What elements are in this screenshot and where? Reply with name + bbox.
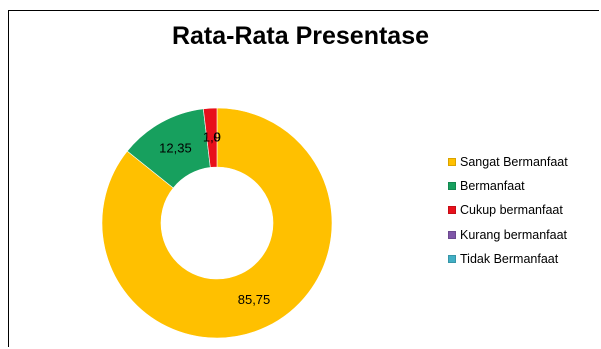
chart-title: Rata-Rata Presentase: [171, 22, 430, 50]
data-label-cukup-bermanfaat: 1,9: [203, 130, 221, 145]
legend-swatch: [448, 206, 456, 215]
legend-item-bermanfaat: Bermanfaat: [448, 174, 568, 198]
legend-item-cukup-bermanfaat: Cukup bermanfaat: [448, 198, 568, 222]
legend-label: Bermanfaat: [460, 179, 525, 194]
legend-swatch: [448, 182, 456, 191]
legend-label: Sangat Bermanfaat: [460, 155, 568, 170]
legend-swatch: [448, 254, 456, 263]
legend: Sangat Bermanfaat Bermanfaat Cukup berma…: [448, 150, 568, 271]
legend-item-kurang-bermanfaat: Kurang bermanfaat: [448, 223, 568, 247]
data-label-bermanfaat: 12,35: [159, 140, 192, 155]
legend-item-sangat-bermanfaat: Sangat Bermanfaat: [448, 150, 568, 174]
data-label-sangat-bermanfaat: 85,75: [238, 292, 271, 307]
legend-label: Tidak Bermanfaat: [460, 251, 559, 266]
slice-sangat-bermanfaat: [101, 107, 333, 339]
legend-swatch: [448, 230, 456, 239]
legend-item-tidak-bermanfaat: Tidak Bermanfaat: [448, 247, 568, 271]
legend-swatch: [448, 158, 456, 167]
data-label-tidak-bermanfaat: 0: [213, 130, 220, 145]
legend-label: Kurang bermanfaat: [460, 227, 568, 242]
legend-label: Cukup bermanfaat: [460, 203, 563, 218]
data-label-kurang-bermanfaat: 0: [213, 130, 220, 145]
slice-cukup-bermanfaat: [202, 107, 218, 168]
